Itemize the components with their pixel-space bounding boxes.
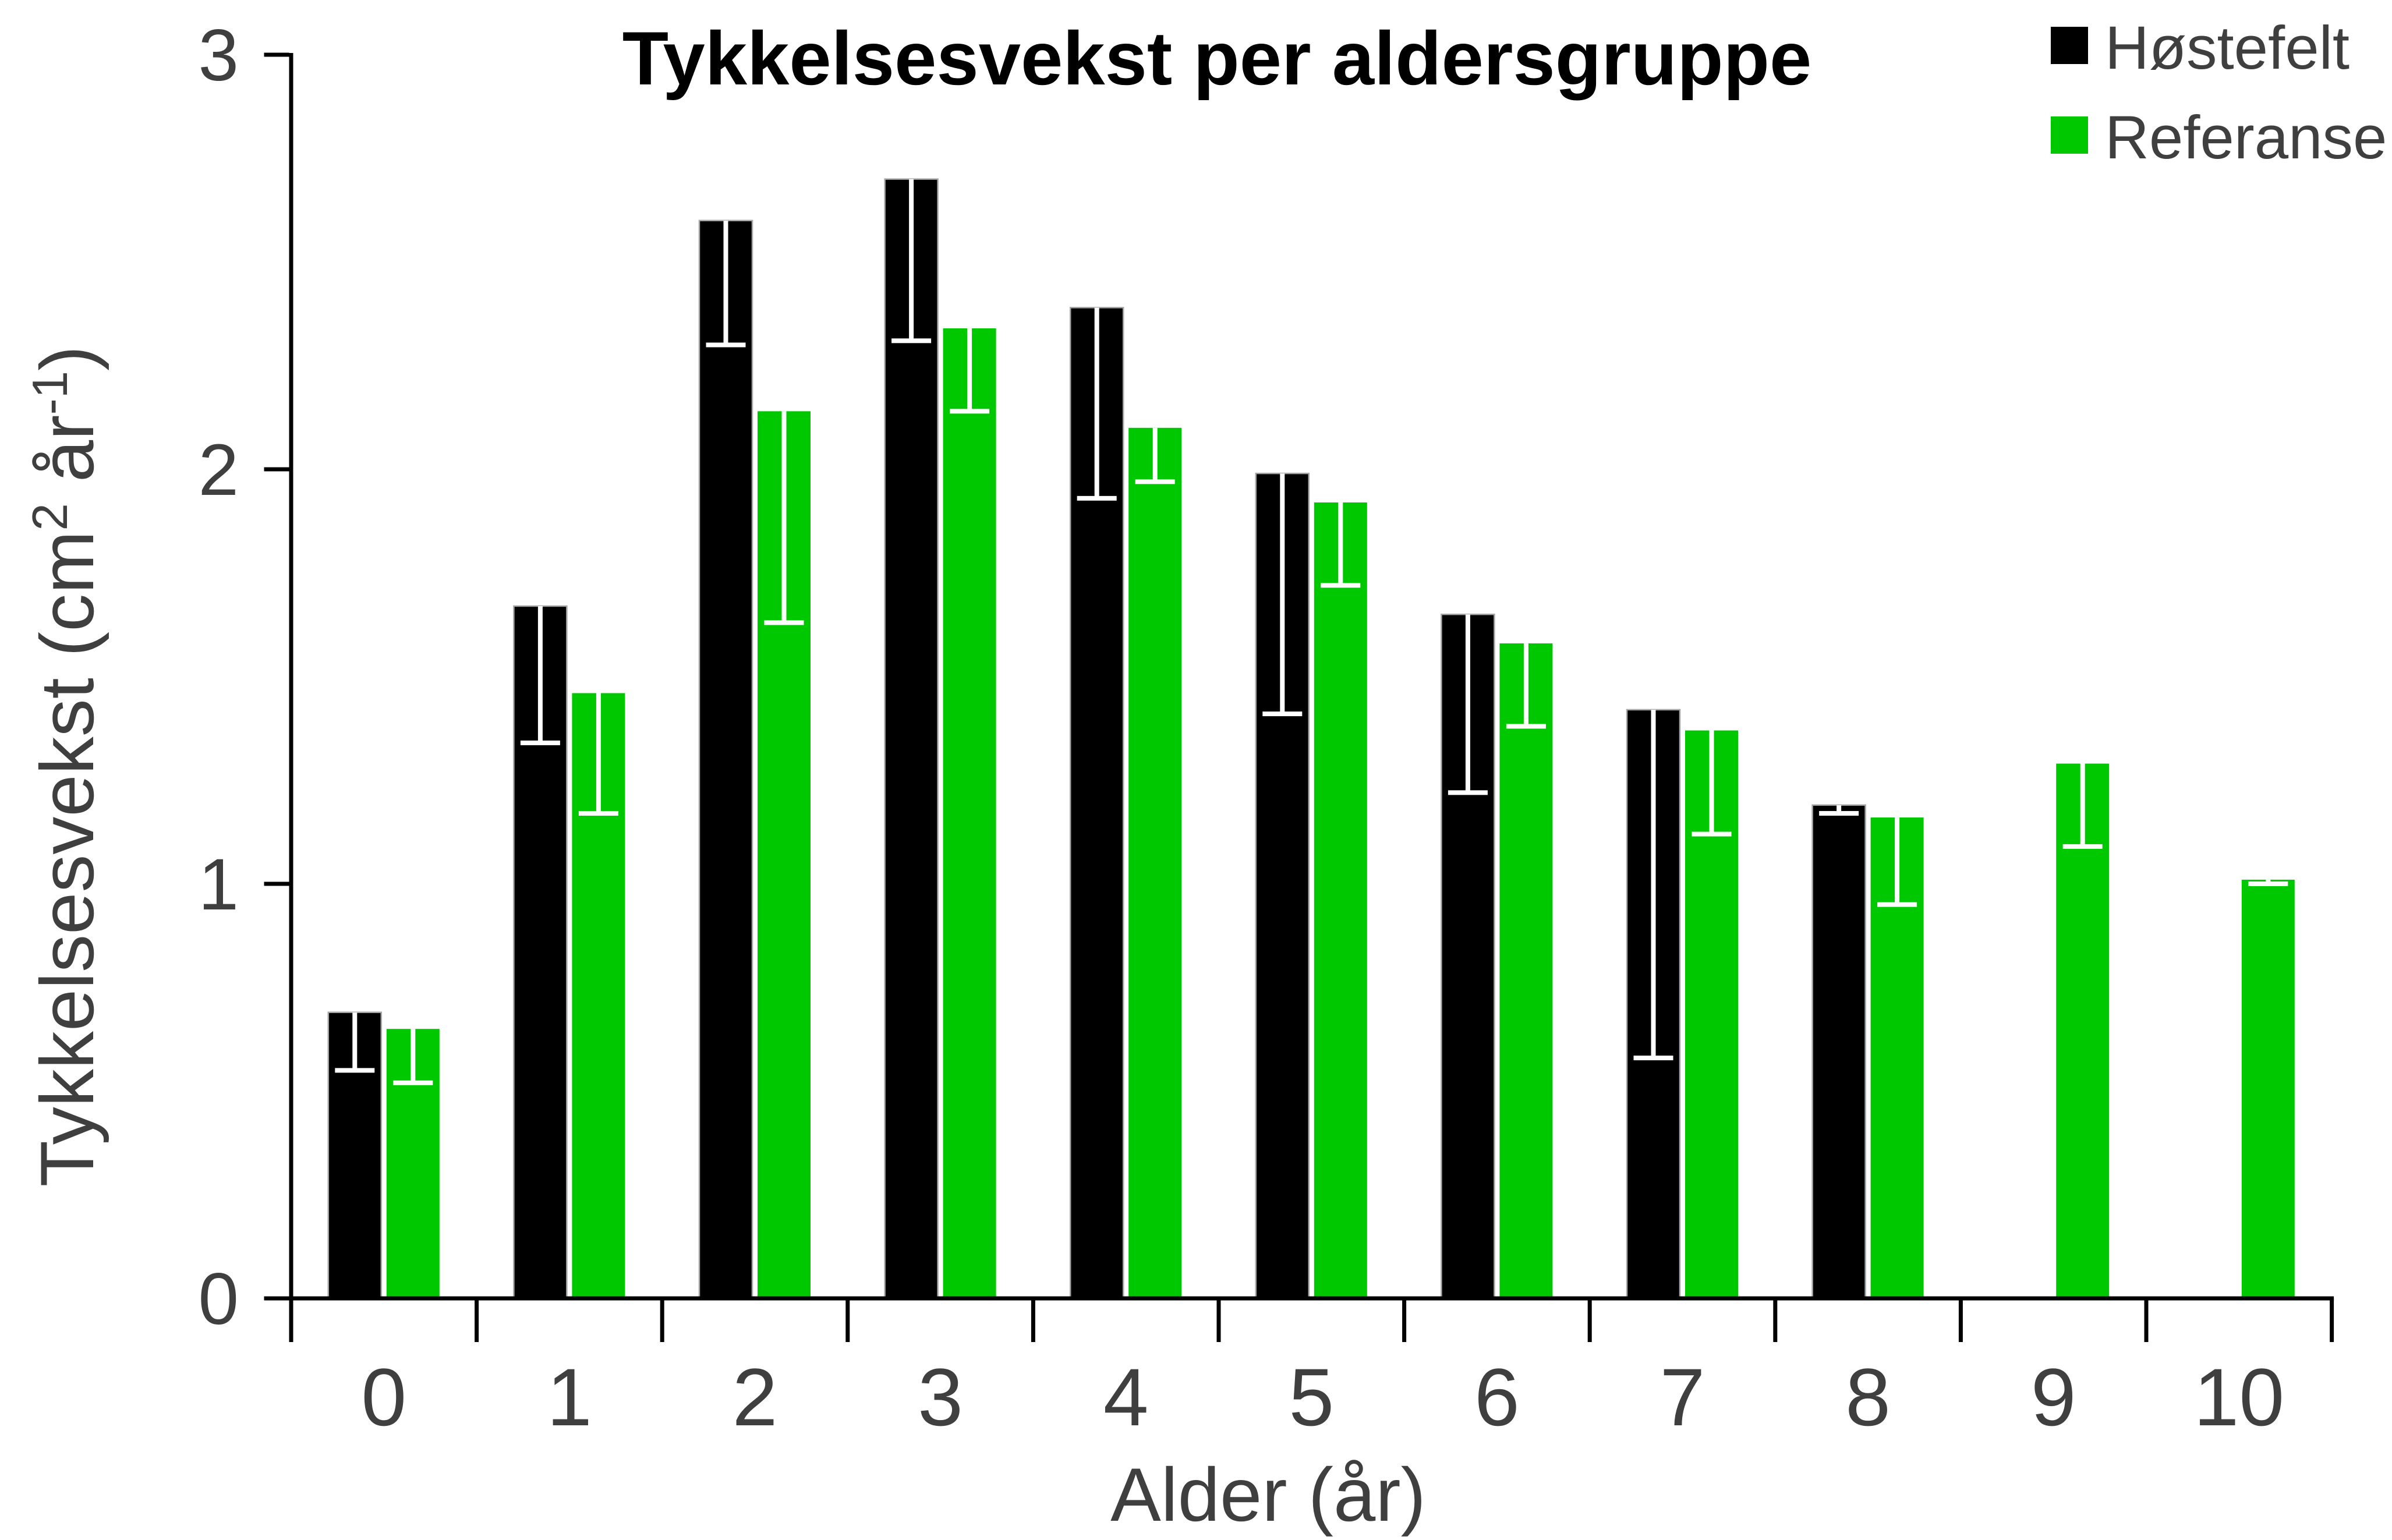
y-axis-title-segment: Tykkelsesvekst (cm xyxy=(24,531,109,1187)
error-bar-cap-referanse-age-0 xyxy=(393,1080,433,1085)
error-bar-cap-hostefelt-age-6 xyxy=(1448,790,1488,795)
error-bar-line-referanse-age-6 xyxy=(1523,643,1528,727)
x-tick-label: 7 xyxy=(1660,1351,1705,1443)
error-bar-line-referanse-age-0 xyxy=(411,1029,416,1083)
error-bar-line-hostefelt-age-7 xyxy=(1651,709,1656,1058)
error-bar-cap-referanse-age-10 xyxy=(2248,881,2288,886)
y-tick xyxy=(264,1296,289,1301)
x-tick-label: 10 xyxy=(2193,1351,2284,1443)
error-bar-cap-hostefelt-age-7 xyxy=(1633,1056,1673,1061)
error-bar-line-referanse-age-1 xyxy=(596,693,601,813)
x-tick-label: 1 xyxy=(547,1351,592,1443)
x-axis-title: Alder (år) xyxy=(1110,1452,1426,1537)
y-axis-title-segment: ) xyxy=(24,346,109,371)
bar-hostefelt-age-3 xyxy=(884,178,939,1300)
error-bar-cap-referanse-age-5 xyxy=(1321,583,1361,588)
plot-area: 0 1 2 3 0 1 2 3 4 5 6 7 8 9 10 xyxy=(198,15,2334,1443)
error-bar-cap-hostefelt-age-2 xyxy=(706,342,746,348)
y-axis-line xyxy=(289,53,293,1301)
bar-referanse-age-4 xyxy=(1128,427,1182,1298)
error-bar-line-referanse-age-8 xyxy=(1895,817,1900,905)
error-bar-line-referanse-age-9 xyxy=(2080,763,2085,847)
error-bar-line-hostefelt-age-5 xyxy=(1280,473,1285,714)
error-bar-cap-referanse-age-8 xyxy=(1877,902,1917,907)
y-tick-label: 2 xyxy=(198,430,239,511)
x-tick-label: 8 xyxy=(1845,1351,1891,1443)
x-tick xyxy=(1773,1298,1778,1342)
x-tick-label: 9 xyxy=(2031,1351,2076,1443)
x-tick-label: 4 xyxy=(1103,1351,1149,1443)
legend-label-referanse: Referanse xyxy=(2105,104,2387,172)
error-bar-cap-referanse-age-9 xyxy=(2062,844,2103,849)
error-bar-cap-hostefelt-age-4 xyxy=(1077,495,1117,501)
x-tick xyxy=(1216,1298,1221,1342)
error-bar-line-referanse-age-7 xyxy=(1709,730,1714,834)
error-bar-cap-referanse-age-1 xyxy=(578,810,618,816)
error-bar-line-hostefelt-age-4 xyxy=(1094,307,1099,498)
bar-referanse-age-10 xyxy=(2241,879,2295,1298)
x-tick xyxy=(2330,1298,2334,1342)
error-bar-line-hostefelt-age-3 xyxy=(909,179,914,341)
x-axis-line xyxy=(289,1296,2334,1301)
x-tick-label: 5 xyxy=(1289,1351,1334,1443)
error-bar-cap-referanse-age-3 xyxy=(950,409,990,414)
x-tick xyxy=(1402,1298,1407,1342)
error-bar-line-referanse-age-3 xyxy=(967,328,972,412)
x-tick-label: 2 xyxy=(733,1351,778,1443)
x-tick-label: 6 xyxy=(1474,1351,1520,1443)
error-bar-cap-referanse-age-6 xyxy=(1506,724,1546,729)
error-bar-cap-hostefelt-age-0 xyxy=(335,1068,375,1073)
bar-hostefelt-age-8 xyxy=(1811,804,1866,1300)
y-axis-title: Tykkelsesvekst (cm2 år-1) xyxy=(23,346,109,1187)
x-tick xyxy=(660,1298,664,1342)
x-tick xyxy=(289,1298,293,1342)
y-tick xyxy=(264,881,289,886)
error-bar-cap-referanse-age-4 xyxy=(1135,479,1175,484)
y-tick-label: 3 xyxy=(198,15,239,96)
error-bar-line-referanse-age-4 xyxy=(1152,427,1158,482)
error-bar-cap-referanse-age-2 xyxy=(764,620,804,625)
error-bar-cap-hostefelt-age-1 xyxy=(520,740,560,745)
x-tick xyxy=(2144,1298,2149,1342)
bar-referanse-age-6 xyxy=(1499,643,1553,1298)
error-bar-line-referanse-age-5 xyxy=(1338,502,1343,586)
error-bar-line-hostefelt-age-8 xyxy=(1837,805,1842,813)
x-tick-label: 0 xyxy=(361,1351,406,1443)
error-bar-line-hostefelt-age-0 xyxy=(352,1012,358,1071)
error-bar-cap-referanse-age-7 xyxy=(1692,831,1732,837)
y-tick xyxy=(264,467,289,472)
y-axis-title-superscript: -1 xyxy=(23,371,78,415)
bar-hostefelt-age-2 xyxy=(698,220,753,1300)
error-bar-line-hostefelt-age-1 xyxy=(537,606,543,743)
y-tick-label: 0 xyxy=(198,1259,239,1340)
y-axis-title-segment: år xyxy=(24,415,109,504)
y-axis-title-superscript: 2 xyxy=(23,503,78,530)
x-tick-label: 3 xyxy=(918,1351,963,1443)
legend-label-hostefelt: Høstefelt xyxy=(2105,14,2349,82)
y-tick-label: 1 xyxy=(198,844,239,925)
error-bar-cap-hostefelt-age-3 xyxy=(891,338,932,344)
error-bar-cap-hostefelt-age-8 xyxy=(1819,810,1859,816)
legend-swatch-referanse xyxy=(2051,116,2088,154)
error-bar-line-hostefelt-age-6 xyxy=(1465,614,1470,793)
x-tick xyxy=(1958,1298,1963,1342)
bar-referanse-age-3 xyxy=(943,328,996,1299)
x-tick xyxy=(1587,1298,1592,1342)
error-bar-line-hostefelt-age-2 xyxy=(723,220,728,345)
error-bar-cap-hostefelt-age-5 xyxy=(1262,711,1303,717)
y-tick xyxy=(264,52,289,57)
bar-referanse-age-5 xyxy=(1314,502,1367,1299)
x-tick xyxy=(1031,1298,1035,1342)
x-tick xyxy=(475,1298,479,1342)
x-tick xyxy=(845,1298,850,1342)
legend: Høstefelt Referanse xyxy=(2051,14,2387,172)
bar-referanse-age-9 xyxy=(2056,763,2110,1298)
error-bar-line-referanse-age-2 xyxy=(781,411,787,623)
chart-title: Tykkelsesvekst per aldersgruppe xyxy=(622,16,1812,101)
legend-swatch-hostefelt xyxy=(2051,27,2088,64)
